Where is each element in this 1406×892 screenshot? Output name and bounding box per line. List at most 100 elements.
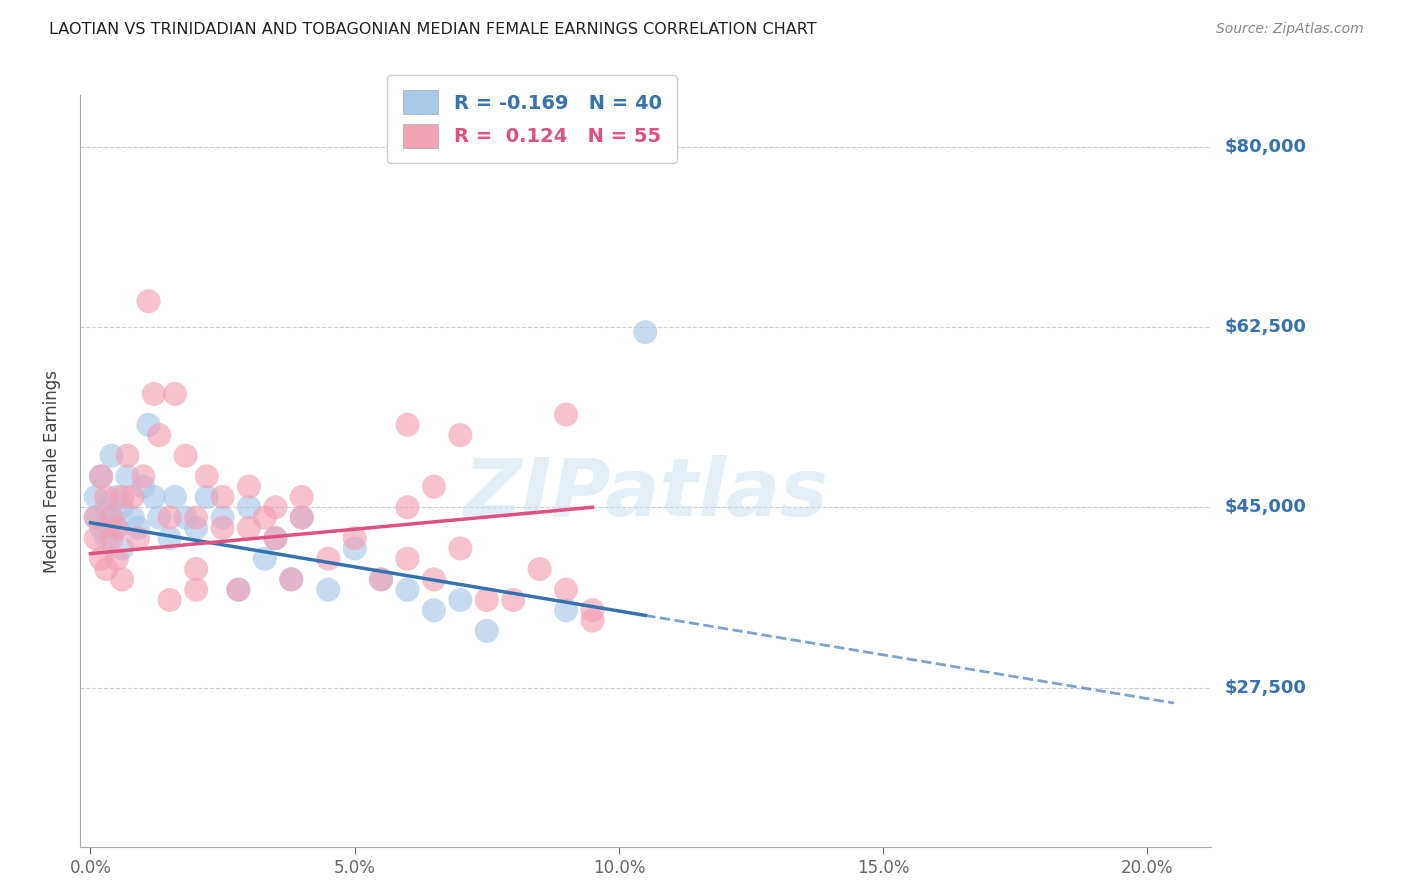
Point (90, 469, 112, 483)
Point (502, 593, 524, 607)
Point (105, 551, 128, 566)
Point (90, 551, 112, 566)
Point (253, 551, 276, 566)
Point (280, 573, 302, 587)
Point (84, 510, 107, 524)
Text: $80,000: $80,000 (1225, 137, 1306, 156)
Point (343, 531, 366, 545)
Point (195, 469, 218, 483)
Point (370, 573, 392, 587)
Point (291, 510, 314, 524)
Point (449, 593, 471, 607)
Point (96, 490, 118, 504)
Point (264, 531, 287, 545)
Point (121, 510, 143, 524)
Point (449, 541, 471, 556)
Point (184, 582, 207, 597)
Point (96, 531, 118, 545)
Point (211, 490, 233, 504)
Point (396, 582, 419, 597)
Point (132, 480, 155, 494)
Y-axis label: Median Female Earnings: Median Female Earnings (44, 369, 60, 573)
Point (138, 417, 160, 432)
Point (291, 510, 314, 524)
Point (264, 531, 287, 545)
Point (316, 582, 339, 597)
Point (195, 490, 218, 504)
Point (228, 582, 250, 597)
Point (142, 387, 165, 401)
Point (211, 521, 233, 535)
Point (238, 480, 260, 494)
Point (148, 510, 170, 524)
Point (148, 428, 170, 442)
Point (423, 573, 446, 587)
Point (184, 521, 207, 535)
Point (127, 521, 149, 535)
Point (105, 521, 128, 535)
Point (555, 603, 578, 617)
Point (111, 500, 134, 515)
Point (100, 510, 122, 524)
Point (581, 603, 603, 617)
Point (280, 573, 302, 587)
Point (100, 449, 122, 463)
Point (111, 490, 134, 504)
Point (132, 469, 155, 483)
Point (90, 521, 112, 535)
Point (159, 531, 181, 545)
Point (111, 541, 134, 556)
Point (238, 521, 260, 535)
Legend: R = -0.169   N = 40, R =  0.124   N = 55: R = -0.169 N = 40, R = 0.124 N = 55 (388, 75, 678, 163)
Point (370, 573, 392, 587)
Point (100, 531, 122, 545)
Point (184, 562, 207, 576)
Point (105, 521, 128, 535)
Point (84, 490, 107, 504)
Point (475, 624, 498, 638)
Text: LAOTIAN VS TRINIDADIAN AND TOBAGONIAN MEDIAN FEMALE EARNINGS CORRELATION CHART: LAOTIAN VS TRINIDADIAN AND TOBAGONIAN ME… (49, 22, 817, 37)
Point (84, 531, 107, 545)
Point (253, 510, 276, 524)
Point (423, 480, 446, 494)
Point (343, 541, 366, 556)
Point (96, 500, 118, 515)
Text: ZIPatlas: ZIPatlas (463, 455, 828, 533)
Point (634, 325, 657, 339)
Point (159, 510, 181, 524)
Point (100, 510, 122, 524)
Text: Source: ZipAtlas.com: Source: ZipAtlas.com (1216, 22, 1364, 37)
Point (105, 490, 128, 504)
Point (529, 562, 551, 576)
Point (396, 500, 419, 515)
Point (96, 562, 118, 576)
Point (163, 490, 186, 504)
Point (211, 510, 233, 524)
Point (238, 500, 260, 515)
Point (159, 593, 181, 607)
Point (84, 510, 107, 524)
Point (555, 408, 578, 422)
Point (142, 490, 165, 504)
Point (228, 582, 250, 597)
Text: $45,000: $45,000 (1225, 499, 1306, 516)
Point (555, 582, 578, 597)
Point (138, 294, 160, 309)
Text: $62,500: $62,500 (1225, 318, 1306, 336)
Point (449, 428, 471, 442)
Point (581, 614, 603, 628)
Point (475, 593, 498, 607)
Point (264, 500, 287, 515)
Point (423, 603, 446, 617)
Point (127, 531, 149, 545)
Point (291, 490, 314, 504)
Point (90, 469, 112, 483)
Point (117, 449, 139, 463)
Point (184, 510, 207, 524)
Point (396, 551, 419, 566)
Text: $27,500: $27,500 (1225, 679, 1306, 697)
Point (111, 573, 134, 587)
Point (396, 417, 419, 432)
Point (174, 449, 197, 463)
Point (121, 490, 143, 504)
